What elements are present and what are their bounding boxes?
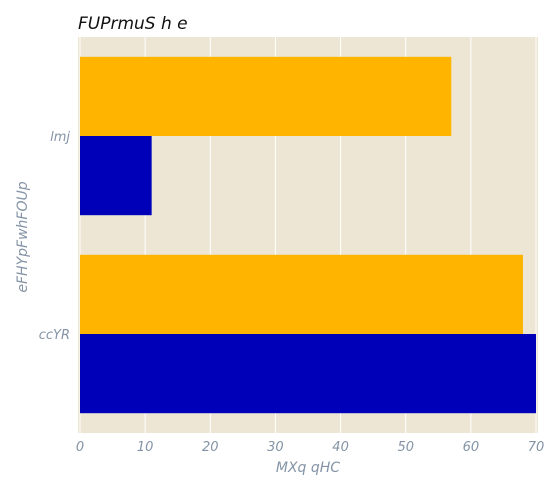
bar-ccYR-series-0 (80, 254, 523, 334)
y-axis-label: eFHYpFwhFOUp (15, 181, 31, 292)
bars (80, 56, 536, 414)
y-tick-labels: lmj ccYR (39, 130, 71, 343)
x-tick-label: 60 (463, 440, 480, 455)
y-tick-label: lmj (50, 130, 70, 145)
x-tick-label: 0 (76, 440, 84, 455)
x-tick-label: 20 (202, 440, 219, 455)
x-tick-label: 40 (332, 440, 349, 455)
x-tick-labels: 0 10 20 30 40 50 60 70 (76, 440, 544, 455)
x-axis-label: MXq qHC (276, 460, 340, 476)
x-tick-label: 30 (267, 440, 284, 455)
y-tick-label: ccYR (39, 328, 70, 343)
x-tick-label: 10 (137, 440, 154, 455)
bar-lmj-series-0 (80, 56, 452, 136)
x-tick-label: 70 (528, 440, 545, 455)
chart-title: FUPrmuS h e (78, 14, 188, 34)
x-tick-label: 50 (397, 440, 414, 455)
bar-ccYR-series-1 (80, 334, 536, 414)
bar-lmj-series-1 (80, 136, 152, 216)
